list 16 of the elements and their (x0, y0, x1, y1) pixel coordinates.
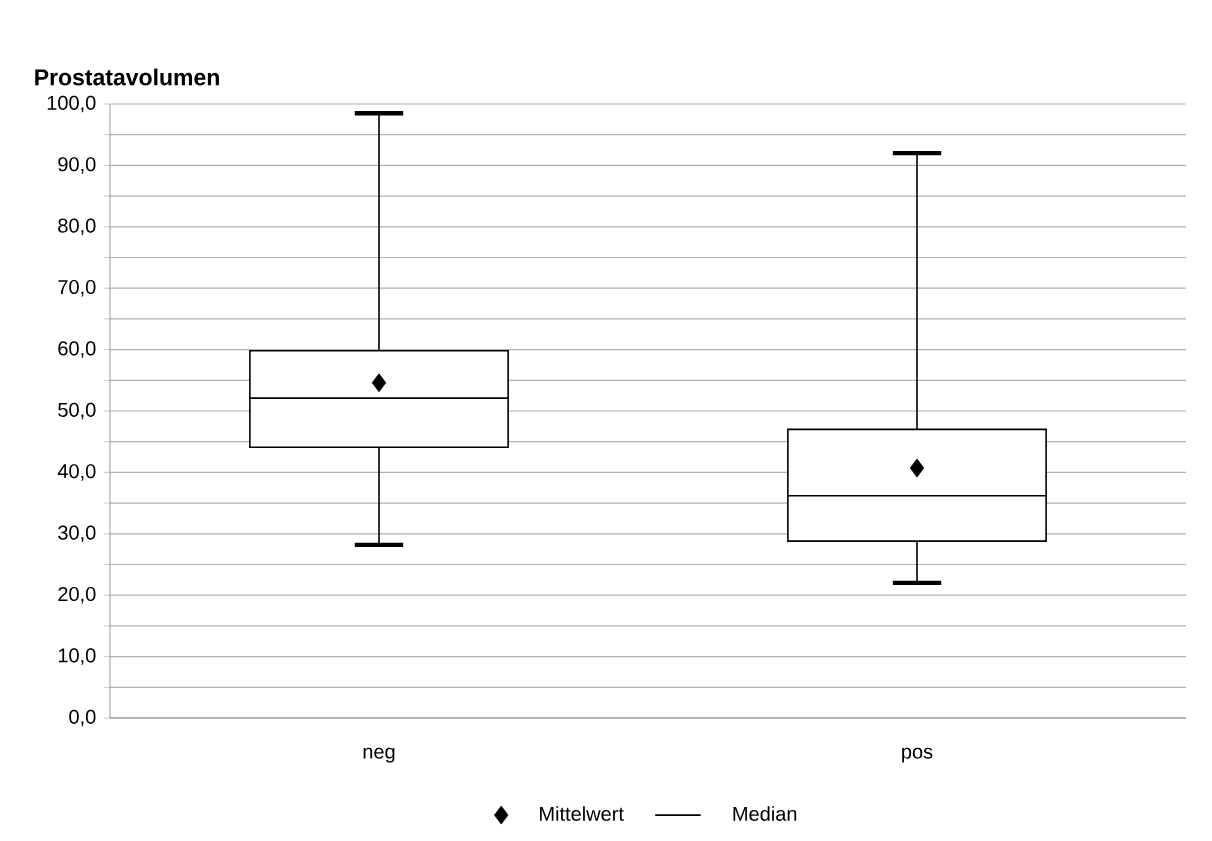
x-tick-label: pos (902, 747, 933, 763)
y-tick-label: 100,0 (47, 95, 96, 113)
legend-label: Mittelwert (540, 806, 624, 821)
y-tick-label: 60,0 (58, 341, 96, 358)
y-tick-label: 20,0 (58, 586, 96, 604)
y-tick-label: 0,0 (69, 709, 96, 727)
chart-title: Prostatavolumen (35, 68, 219, 86)
x-tick-label: neg (363, 747, 395, 763)
y-tick-label: 70,0 (58, 279, 96, 297)
y-tick-label: 30,0 (58, 525, 96, 543)
y-tick-label: 80,0 (58, 218, 96, 236)
y-tick-label: 50,0 (58, 402, 96, 420)
y-tick-label: 90,0 (58, 157, 96, 174)
legend-label: Median (733, 806, 797, 821)
y-tick-label: 10,0 (58, 648, 96, 665)
y-tick-label: 40,0 (57, 464, 96, 481)
